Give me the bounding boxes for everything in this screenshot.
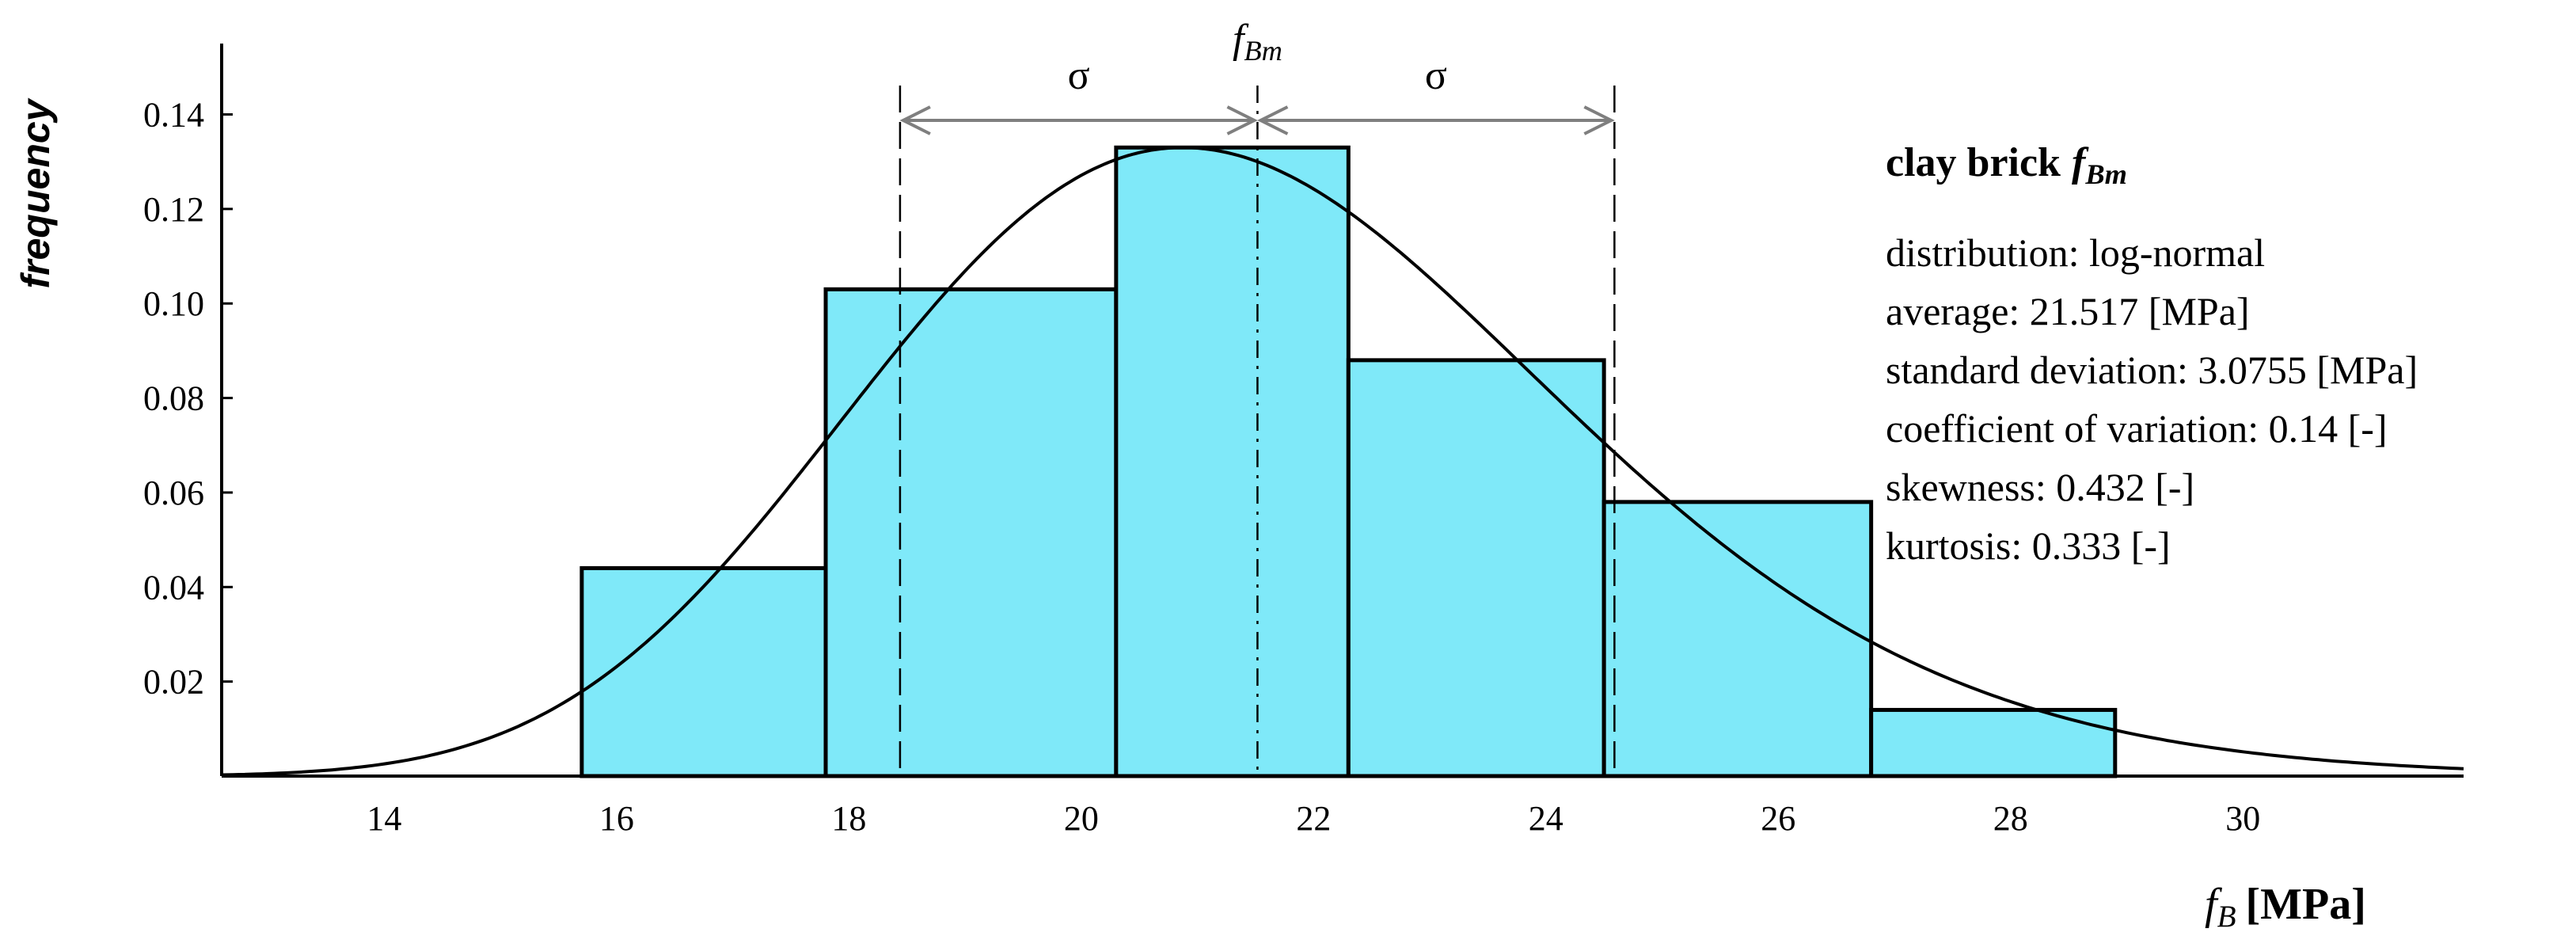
x-axis-label: fB [MPa]	[2205, 880, 2366, 934]
arrowhead	[1583, 105, 1615, 135]
x-tick-label: 16	[599, 799, 634, 838]
histogram-bar	[823, 287, 1119, 778]
x-axis-label-subscript: B	[2217, 900, 2236, 934]
y-tick-label: 0.06	[143, 474, 204, 512]
info-average: average: 21.517 [MPa]	[1886, 289, 2250, 333]
x-tick-label: 24	[1529, 799, 1563, 838]
x-tick-label: 14	[367, 799, 401, 838]
sigma-label-right: σ	[1425, 53, 1447, 98]
y-tick-label: 0.10	[143, 284, 204, 323]
histogram-bar	[579, 565, 828, 778]
mean-label-subscript: Bm	[1244, 35, 1282, 67]
arrowhead	[1226, 105, 1258, 135]
x-tick-label: 30	[2225, 799, 2260, 838]
info-kurtosis: kurtosis: 0.333 [-]	[1886, 523, 2171, 568]
x-tick-label: 20	[1064, 799, 1099, 838]
arrowhead	[899, 105, 931, 135]
arrowhead	[1256, 105, 1289, 135]
histogram-bars	[579, 145, 2118, 778]
distribution-curve	[221, 146, 2464, 777]
y-tick-label: 0.14	[143, 96, 204, 135]
info-coefficient-of-variation: coefficient of variation: 0.14 [-]	[1886, 406, 2388, 451]
y-tick-label: 0.02	[143, 663, 204, 702]
histogram-bar	[1601, 500, 1874, 778]
info-skewness: skewness: 0.432 [-]	[1886, 465, 2194, 509]
y-tick-label: 0.08	[143, 379, 204, 418]
x-axis-label-unit: [MPa]	[2246, 880, 2366, 929]
y-tick-label: 0.04	[143, 568, 204, 607]
histogram-bar	[1346, 358, 1606, 778]
info-title-symbol: f	[2072, 140, 2089, 185]
mean-label: fBm	[1233, 17, 1282, 67]
info-title: clay brick fBm	[1886, 140, 2127, 190]
info-title-text: clay brick	[1886, 140, 2061, 185]
y-axis-label: frequency	[13, 97, 58, 288]
histogram-bar	[1114, 145, 1351, 778]
y-tick-label: 0.12	[143, 190, 204, 229]
x-tick-label: 26	[1761, 799, 1795, 838]
info-standard-deviation: standard deviation: 3.0755 [MPa]	[1886, 348, 2418, 392]
info-box: clay brick fBm distribution: log-normal a…	[1886, 140, 2418, 568]
axes	[220, 44, 2464, 778]
sigma-label-left: σ	[1068, 53, 1090, 98]
x-tick-label: 22	[1296, 799, 1331, 838]
x-tick-labels: 14 16 18 20 22 24 26 28 30	[367, 799, 2260, 838]
x-tick-label: 18	[831, 799, 866, 838]
y-tick-labels: 0.02 0.04 0.06 0.08 0.10 0.12 0.14	[143, 96, 204, 702]
info-title-subscript: Bm	[2084, 158, 2127, 190]
info-distribution: distribution: log-normal	[1886, 230, 2265, 275]
x-tick-label: 28	[1993, 799, 2028, 838]
sigma-markers	[899, 86, 1616, 776]
